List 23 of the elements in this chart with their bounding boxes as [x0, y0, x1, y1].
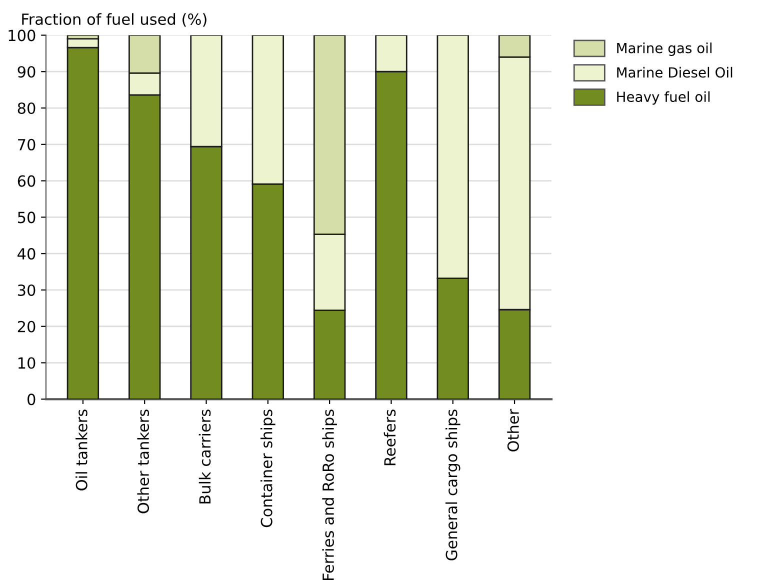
y-tick-label: 60 [18, 175, 36, 187]
x-tick-label: Ferries and RoRo ships [322, 410, 337, 580]
x-tick-label: Other [507, 408, 519, 452]
x-tick-label: Bulk carriers [198, 410, 211, 504]
y-tick-label: 80 [18, 102, 36, 114]
y-tick-label: 50 [18, 212, 36, 224]
y-tick-label: 100 [8, 30, 36, 42]
y-tick-label: 40 [18, 248, 36, 260]
x-tick-label: Other tankers [137, 410, 150, 514]
legend-label: Marine Diesel Oil [617, 66, 732, 78]
y-tick-label: 20 [18, 320, 36, 332]
legend-label: Marine gas oil [617, 42, 712, 56]
legend-label: Heavy fuel oil [617, 91, 710, 105]
y-tick-label: 90 [18, 66, 36, 78]
y-tick-label: 70 [18, 138, 36, 150]
x-tick-label: General cargo ships [445, 410, 460, 560]
x-tick-label: Reefers [384, 410, 396, 466]
y-tick-label: 10 [18, 357, 36, 369]
x-tick-label: Container ships [260, 410, 276, 528]
y-tick-label: 0 [28, 394, 36, 406]
y-tick-label: 30 [18, 284, 36, 296]
y-axis-title: Fraction of fuel used (%) [22, 13, 206, 27]
x-tick-label: Oil tankers [76, 410, 88, 490]
